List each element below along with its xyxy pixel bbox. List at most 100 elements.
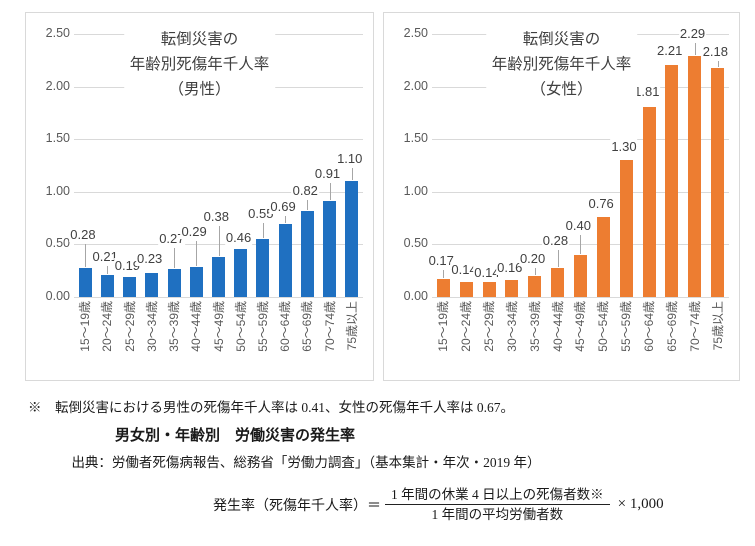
x-axis-category-label: 55〜59歳: [255, 301, 270, 352]
gridline: [432, 297, 729, 298]
formula-denominator: 1 年間の平均労働者数: [431, 507, 564, 522]
bar-value-label: 0.46: [224, 229, 253, 245]
bar-column: 0.69: [269, 34, 297, 297]
x-axis-category-label: 60〜64歳: [642, 301, 657, 352]
x-axis-category-label: 40〜44歳: [550, 301, 565, 352]
x-axis-category: 75歳以上: [341, 301, 363, 375]
bar: [256, 239, 270, 297]
chart-title-line: 転倒災害の: [522, 31, 601, 48]
x-axis-category-label: 75歳以上: [710, 301, 725, 351]
bar-column: 0.76: [587, 34, 615, 297]
label-leader-line: [307, 199, 309, 210]
x-axis-category: 50〜54歳: [230, 301, 252, 375]
x-axis-category-label: 65〜69歳: [664, 301, 679, 352]
y-axis-tick-label: 0.00: [45, 289, 70, 303]
bar-value-label: 0.76: [587, 196, 615, 212]
x-axis-category: 35〜39歳: [163, 301, 185, 375]
bar: [711, 67, 725, 297]
x-axis-category-label: 35〜39歳: [167, 301, 182, 352]
bar-value-label: 0.82: [291, 182, 319, 198]
gridline: [74, 297, 363, 298]
figure-title: 男女別・年齢別 労働災害の発生率: [114, 427, 355, 444]
x-axis-category-label: 65〜69歳: [300, 301, 315, 352]
bar-column: 0.19: [113, 34, 142, 297]
x-axis-category: 70〜74歳: [683, 301, 706, 375]
bar: [323, 201, 337, 297]
x-axis-category-label: 75歳以上: [344, 301, 359, 351]
label-leader-line: [694, 43, 696, 56]
bar-column: 0.55: [247, 34, 275, 297]
bar-value-label: 0.14: [473, 265, 501, 281]
x-axis-category: 20〜24歳: [96, 301, 118, 375]
bar-column: 0.23: [135, 34, 164, 297]
label-leader-line: [534, 267, 536, 275]
formula-lhs: 発生率（死傷年千人率）＝: [213, 498, 381, 514]
chart-title-line: （男性）: [168, 81, 231, 98]
bar-column: 0.27: [158, 34, 186, 297]
bar-column: 0.28: [541, 34, 570, 297]
footnote-text: ※ 転倒災害における男性の死傷年千人率は 0.41、女性の死傷年千人率は 0.6…: [28, 400, 514, 415]
label-leader-line: [174, 247, 176, 268]
bar-value-label: 2.18: [701, 43, 730, 59]
bar-value-label: 0.55: [247, 206, 275, 222]
bar-column: 1.81: [633, 34, 661, 297]
y-axis-tick-label: 1.50: [403, 131, 428, 146]
formula-fraction: 1 年間の休業 4 日以上の死傷者数※ 1 年間の平均労働者数: [385, 486, 610, 523]
bar-column: 0.91: [313, 34, 342, 297]
gridline: [74, 244, 363, 246]
plot-area: 0.17 0.14 0.14 0.16 0.20 0.28 0.40 0.76 1.30 1.81…: [427, 26, 730, 297]
x-axis-category: 35〜39歳: [523, 301, 546, 375]
bar: [212, 257, 226, 297]
bar-column: 2.29: [678, 26, 707, 297]
y-axis-tick-label: 1.00: [45, 183, 70, 198]
formula-numerator: 1 年間の休業 4 日以上の死傷者数※: [385, 486, 610, 505]
y-axis-tick-label: 2.00: [45, 78, 70, 93]
x-axis-category: 65〜69歳: [660, 301, 683, 375]
y-axis-tick-label: 1.00: [403, 183, 428, 198]
bar: [345, 181, 359, 297]
chart-title-line: （女性）: [530, 81, 593, 98]
x-axis-category-label: 30〜34歳: [144, 301, 159, 352]
bar-column: 0.29: [180, 34, 208, 297]
label-leader-line: [443, 270, 445, 279]
formula: 発生率（死傷年千人率）＝ 1 年間の休業 4 日以上の死傷者数※ 1 年間の平均…: [213, 486, 664, 523]
bar: [459, 282, 473, 297]
bar-column: 0.28: [69, 34, 97, 297]
label-leader-line: [351, 168, 353, 181]
bar: [100, 274, 114, 297]
x-axis-category: 25〜29歳: [118, 301, 140, 375]
bar: [482, 282, 496, 297]
bar-value-label: 0.19: [113, 258, 142, 274]
x-axis-category: 25〜29歳: [478, 301, 501, 375]
chart-title: 転倒災害の 年齢別死傷年千人率 （男性）: [123, 27, 276, 102]
bar-value-label: 0.28: [541, 232, 570, 248]
chart-title: 転倒災害の 年齢別死傷年千人率 （女性）: [485, 27, 638, 102]
label-leader-line: [329, 183, 331, 201]
bar-value-label: 2.29: [678, 26, 707, 42]
bar: [436, 279, 450, 297]
label-leader-line: [580, 234, 582, 254]
bar-value-label: 0.14: [450, 262, 478, 278]
chart-panel-female: 2.50 2.00 1.50 1.00 0.50 0.00 0.17 0.14 0.14 0.16…: [383, 12, 740, 381]
x-axis-category-label: 25〜29歳: [482, 301, 497, 352]
bar: [78, 267, 92, 297]
bar: [665, 64, 679, 297]
x-axis-category-label: 15〜19歳: [78, 301, 93, 352]
y-axis-tick-label: 2.50: [403, 26, 428, 40]
y-axis-tick-label: 0.50: [45, 236, 70, 251]
bar-column: 0.21: [91, 34, 119, 297]
bar: [596, 217, 610, 297]
bar: [278, 224, 292, 297]
bar: [688, 56, 702, 297]
bar: [145, 272, 159, 297]
bar-value-label: 0.40: [564, 217, 592, 233]
bar-value-label: 0.17: [427, 253, 455, 269]
x-axis-category-label: 30〜34歳: [504, 301, 519, 352]
bar-value-label: 1.30: [610, 139, 638, 155]
label-leader-line: [557, 249, 559, 267]
chart-title-line: 転倒災害の: [160, 31, 239, 48]
y-axis-tick-label: 2.00: [403, 78, 428, 93]
x-axis-labels: 15〜19歳 20〜24歳 25〜29歳 30〜34歳 35〜39歳 40〜44歳 45〜4…: [74, 301, 363, 375]
x-axis-category-label: 45〜49歳: [211, 301, 226, 352]
